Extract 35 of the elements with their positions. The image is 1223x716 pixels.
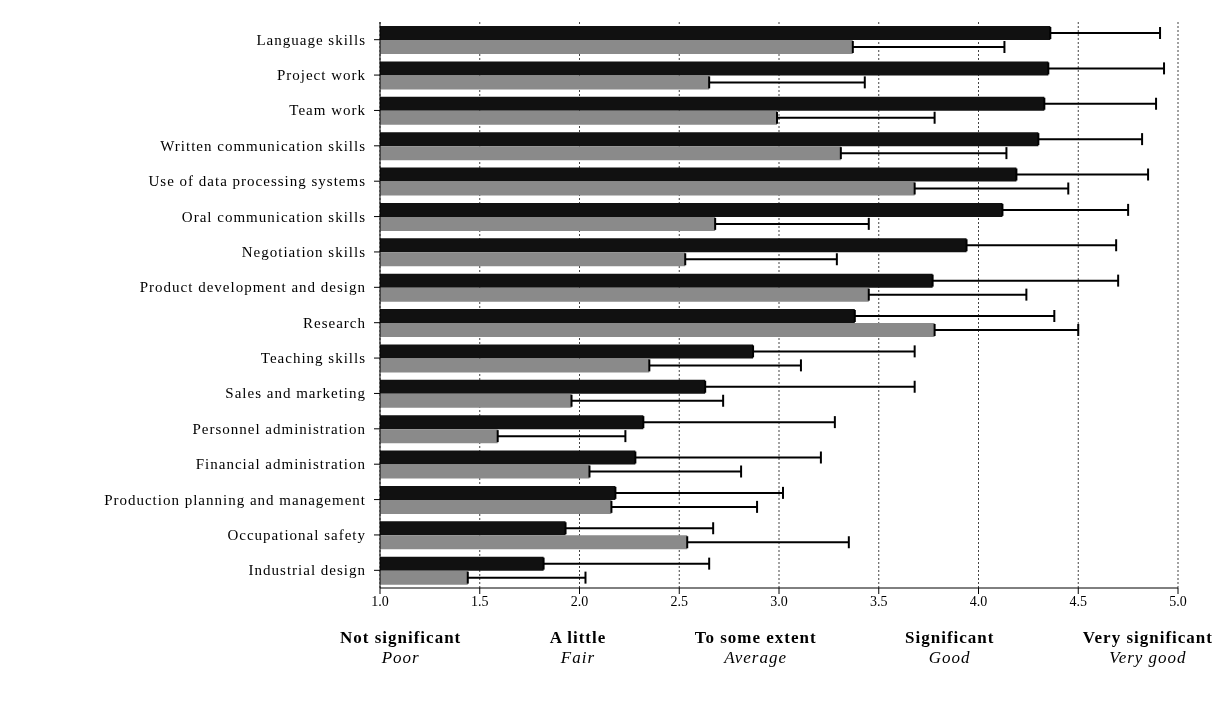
text: A little	[549, 628, 607, 648]
y-tick-label: Personnel administration	[192, 420, 366, 437]
y-tick-label: Product development and design	[139, 279, 366, 296]
x-tick-label: 3.5	[870, 593, 888, 609]
text: Fair	[559, 648, 597, 668]
y-tick-label: Negotiation skills	[241, 243, 366, 260]
x-tick-label: 4.0	[969, 593, 988, 609]
y-tick-label: Research	[303, 314, 366, 331]
y-tick-label: Team work	[289, 102, 366, 119]
y-tick-label: Production planning and management	[104, 491, 366, 508]
text: Not significant	[340, 628, 462, 648]
y-tick-label: Written communication skills	[160, 137, 366, 154]
text: Good	[927, 648, 972, 668]
x-tick-label: 2.5	[670, 593, 688, 609]
text: To some extent	[694, 628, 817, 648]
y-tick-label: Occupational safety	[227, 526, 366, 543]
x-tick-label: 4.5	[1069, 593, 1087, 609]
x-tick-label: 1.0	[371, 593, 389, 609]
text: Average	[722, 648, 788, 668]
y-tick-label: Project work	[276, 67, 366, 84]
y-tick-label: Industrial design	[248, 562, 366, 579]
text: Poor	[380, 648, 421, 668]
x-tick-label: 2.0	[570, 593, 589, 609]
y-tick-label: Language skills	[256, 31, 366, 48]
text: Significant	[905, 628, 995, 648]
y-tick-label: Sales and marketing	[225, 385, 366, 402]
text: Very good	[1108, 648, 1188, 668]
x-tick-label: 3.0	[770, 593, 788, 609]
text: Very significant	[1082, 628, 1213, 648]
x-tick-label: 1.5	[471, 593, 489, 609]
y-tick-label: Use of data processing systems	[148, 173, 366, 190]
y-tick-label: Oral communication skills	[181, 208, 366, 225]
x-tick-label: 5.0	[1169, 593, 1187, 609]
y-tick-label: Financial administration	[195, 456, 366, 473]
y-tick-label: Teaching skills	[260, 350, 366, 367]
